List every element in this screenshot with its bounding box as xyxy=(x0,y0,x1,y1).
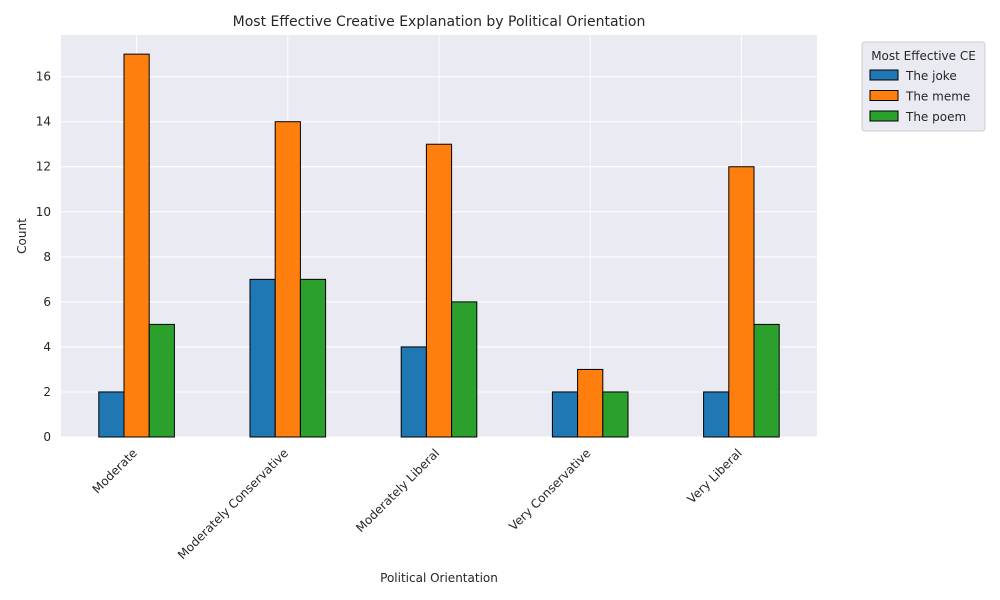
x-tick-label: Moderately Conservative xyxy=(175,446,291,562)
bar-the-joke-very-liberal xyxy=(703,391,730,438)
legend-swatch xyxy=(869,110,899,122)
chart-title: Most Effective Creative Explanation by P… xyxy=(233,14,646,30)
bar-the-poem-very-liberal xyxy=(753,323,780,438)
bar-the-meme-moderate xyxy=(123,53,150,438)
x-tick-label: Very Conservative xyxy=(506,446,593,533)
legend-label: The joke xyxy=(905,69,957,83)
x-tick-labels: Moderate Moderately Conservative Moderatel… xyxy=(90,446,745,562)
y-tick-labels: 0 2 4 6 8 10 12 14 16 xyxy=(36,70,51,444)
bar-the-poem-moderately-conservative xyxy=(299,278,327,438)
bar-the-meme-moderately-liberal xyxy=(425,143,453,438)
y-tick-label: 10 xyxy=(36,205,51,219)
x-axis-label: Political Orientation xyxy=(380,571,498,585)
bar-the-meme-very-liberal xyxy=(728,166,755,438)
y-tick-label: 6 xyxy=(43,295,51,309)
bar-the-poem-moderately-liberal xyxy=(451,301,478,438)
bar-the-joke-moderately-liberal xyxy=(400,346,427,438)
legend-box xyxy=(861,41,986,132)
y-tick-label: 0 xyxy=(43,430,51,444)
bars xyxy=(98,53,780,438)
bar-the-meme-moderately-conservative xyxy=(274,121,301,438)
y-axis-label: Count xyxy=(15,218,29,254)
bar-the-joke-moderate xyxy=(98,391,125,438)
legend-label: The meme xyxy=(905,90,970,104)
y-tick-label: 2 xyxy=(43,385,51,399)
y-tick-label: 16 xyxy=(36,70,51,84)
legend-label: The poem xyxy=(905,110,966,124)
y-tick-label: 8 xyxy=(43,250,51,264)
bar-the-joke-moderately-conservative xyxy=(249,278,276,438)
legend-swatch xyxy=(869,69,899,81)
bar-the-poem-moderate xyxy=(148,323,175,438)
x-tick-label: Moderate xyxy=(90,446,140,496)
x-tick-label: Very Liberal xyxy=(684,446,744,506)
bar-the-meme-very-conservative xyxy=(577,368,604,438)
bar-the-joke-very-conservative xyxy=(551,391,579,438)
y-tick-label: 14 xyxy=(36,115,51,129)
legend-swatch xyxy=(869,90,899,101)
legend-title: Most Effective CE xyxy=(871,49,976,63)
y-tick-label: 4 xyxy=(43,340,51,354)
y-tick-label: 12 xyxy=(36,160,51,174)
bar-the-poem-very-conservative xyxy=(602,391,629,438)
x-tick-label: Moderately Liberal xyxy=(353,446,442,535)
legend: Most Effective CE The joke The meme The po… xyxy=(861,41,986,132)
